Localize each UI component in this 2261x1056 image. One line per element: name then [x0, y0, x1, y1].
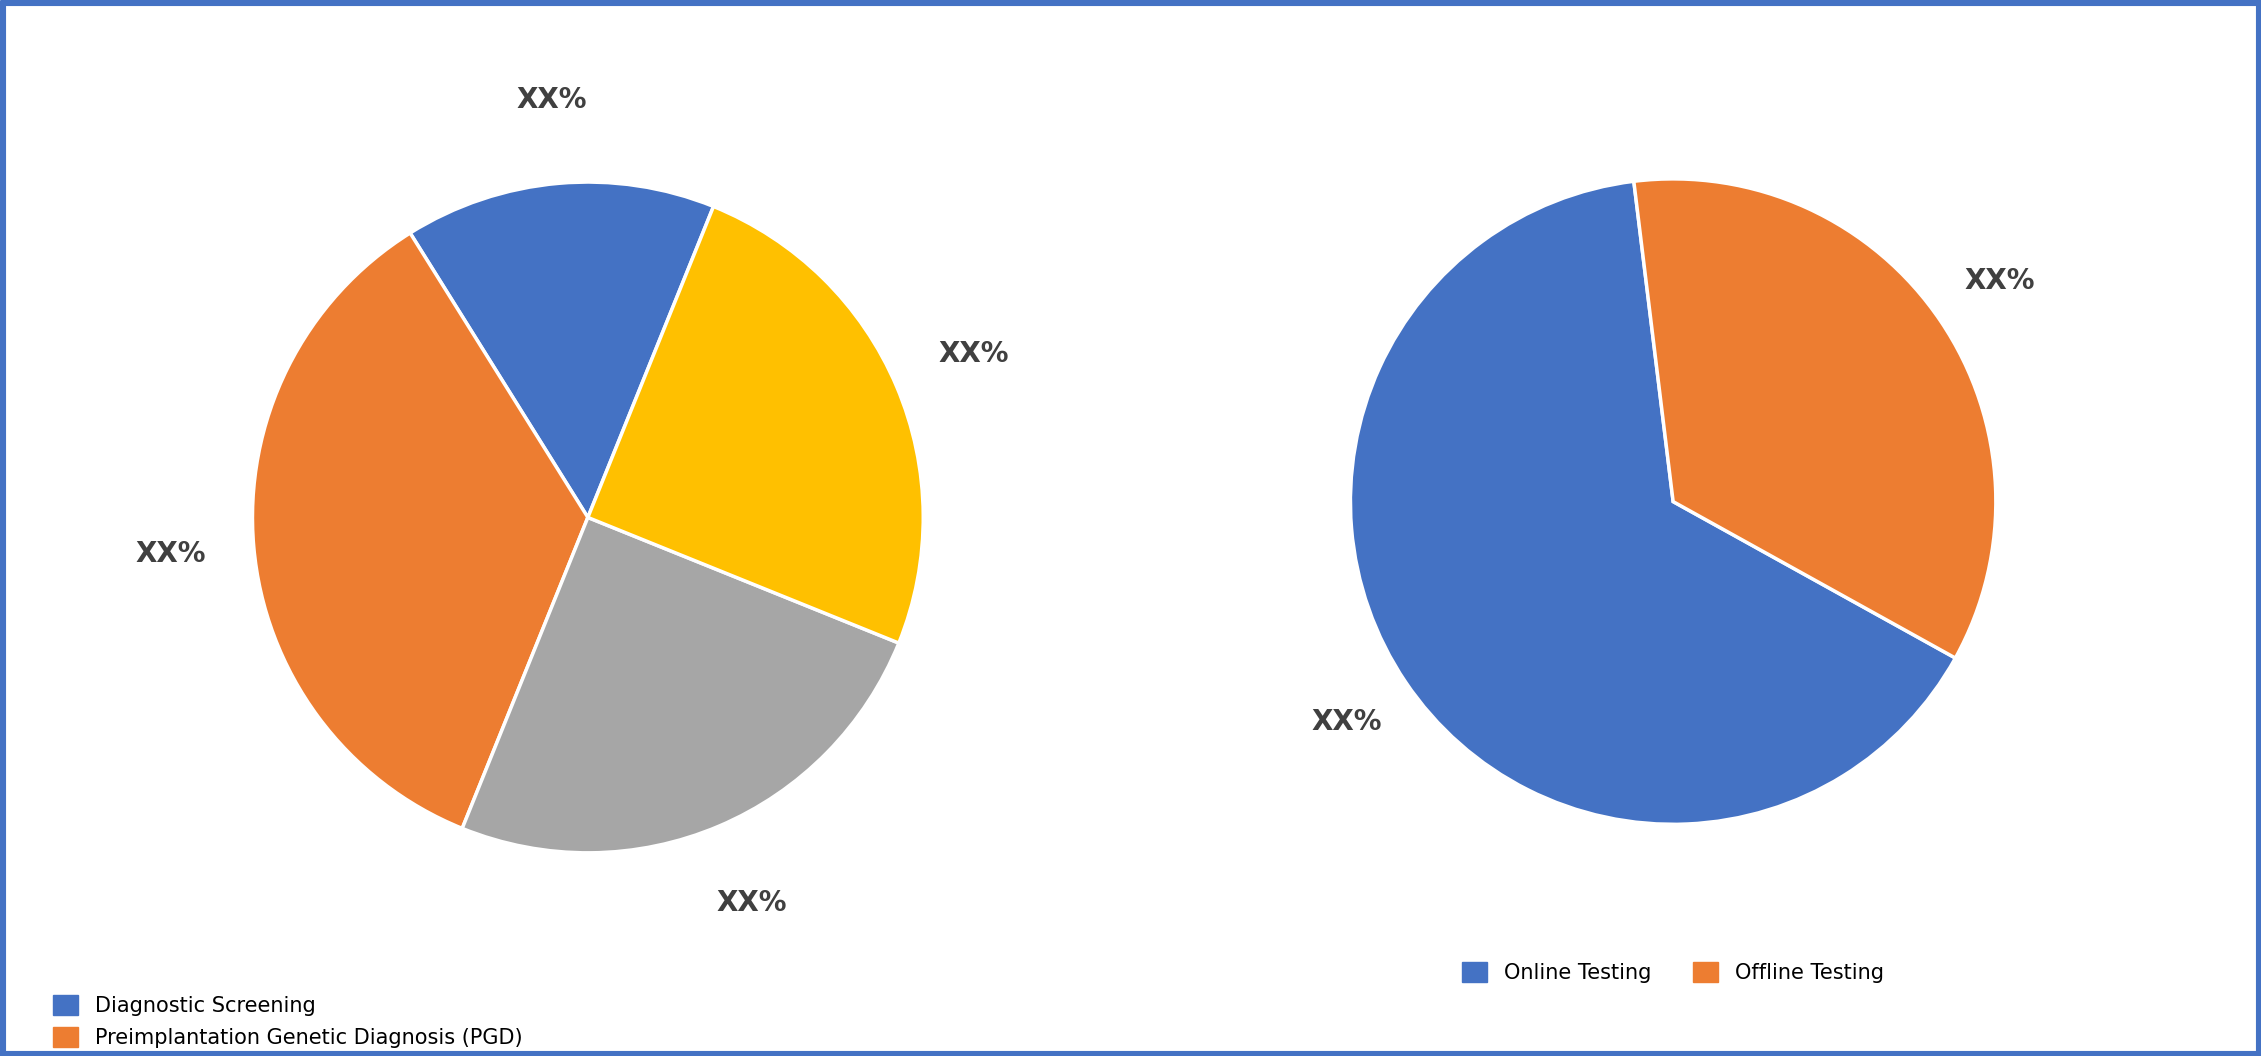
Wedge shape [588, 207, 922, 643]
Wedge shape [1350, 182, 1956, 825]
Text: XX%: XX% [1311, 708, 1381, 736]
Text: Email: sales@theindustrystats.com: Email: sales@theindustrystats.com [922, 997, 1339, 1017]
Text: Website: www.theindustrystats.com: Website: www.theindustrystats.com [1788, 997, 2216, 1017]
Text: XX%: XX% [938, 340, 1008, 367]
Legend: Online Testing, Offline Testing: Online Testing, Offline Testing [1454, 954, 1892, 992]
Wedge shape [1635, 178, 1996, 658]
Text: XX%: XX% [717, 889, 787, 918]
Text: Source: Theindustrystats Analysis: Source: Theindustrystats Analysis [45, 997, 448, 1017]
Text: XX%: XX% [136, 540, 206, 568]
Wedge shape [253, 233, 588, 828]
Text: XX%: XX% [516, 86, 586, 114]
Wedge shape [409, 182, 714, 517]
Text: XX%: XX% [1965, 267, 2035, 296]
Text: Fig. Global Direct-to-Consumer Genetic Testing Market Share by Product Types & A: Fig. Global Direct-to-Consumer Genetic T… [41, 40, 1569, 68]
Wedge shape [461, 517, 900, 853]
Legend: Diagnostic Screening, Preimplantation Genetic Diagnosis (PGD), Relationship Test: Diagnostic Screening, Preimplantation Ge… [54, 995, 522, 1056]
